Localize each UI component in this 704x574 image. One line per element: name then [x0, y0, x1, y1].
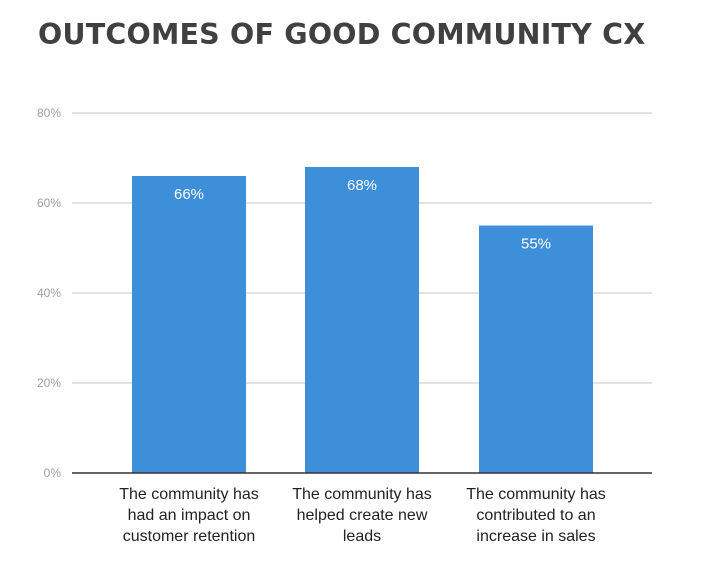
x-category-label-line: The community has: [466, 486, 606, 503]
bar-value-label: 55%: [521, 236, 551, 253]
x-category-label-line: increase in sales: [476, 528, 596, 545]
x-category-label-line: The community has: [292, 486, 432, 503]
x-category-label: The community has had an impact on custome…: [104, 484, 274, 547]
x-category-label-line: had an impact on: [127, 507, 251, 524]
y-tick-label: 80%: [37, 106, 61, 120]
x-category-label-line: contributed to an: [476, 507, 596, 524]
bar: [305, 167, 419, 473]
bar: [479, 225, 593, 473]
y-tick-label: 40%: [37, 286, 61, 300]
x-category-label-line: helped create new: [296, 507, 428, 524]
bar-value-label: 66%: [174, 186, 204, 203]
chart-title: OUTCOMES OF GOOD COMMUNITY CX: [38, 18, 646, 51]
bar: [132, 176, 246, 473]
x-category-label-line: The community has: [119, 486, 259, 503]
y-tick-label: 60%: [37, 196, 61, 210]
x-category-label-line: leads: [342, 528, 382, 545]
x-category-label: The community has contributed to an increa…: [451, 484, 621, 547]
x-category-label-line: customer retention: [122, 528, 256, 545]
x-category-label: The community has helped create new leads: [277, 484, 447, 547]
y-tick-label: 0%: [44, 466, 62, 480]
bar-value-label: 68%: [347, 177, 377, 194]
y-tick-label: 20%: [37, 376, 61, 390]
